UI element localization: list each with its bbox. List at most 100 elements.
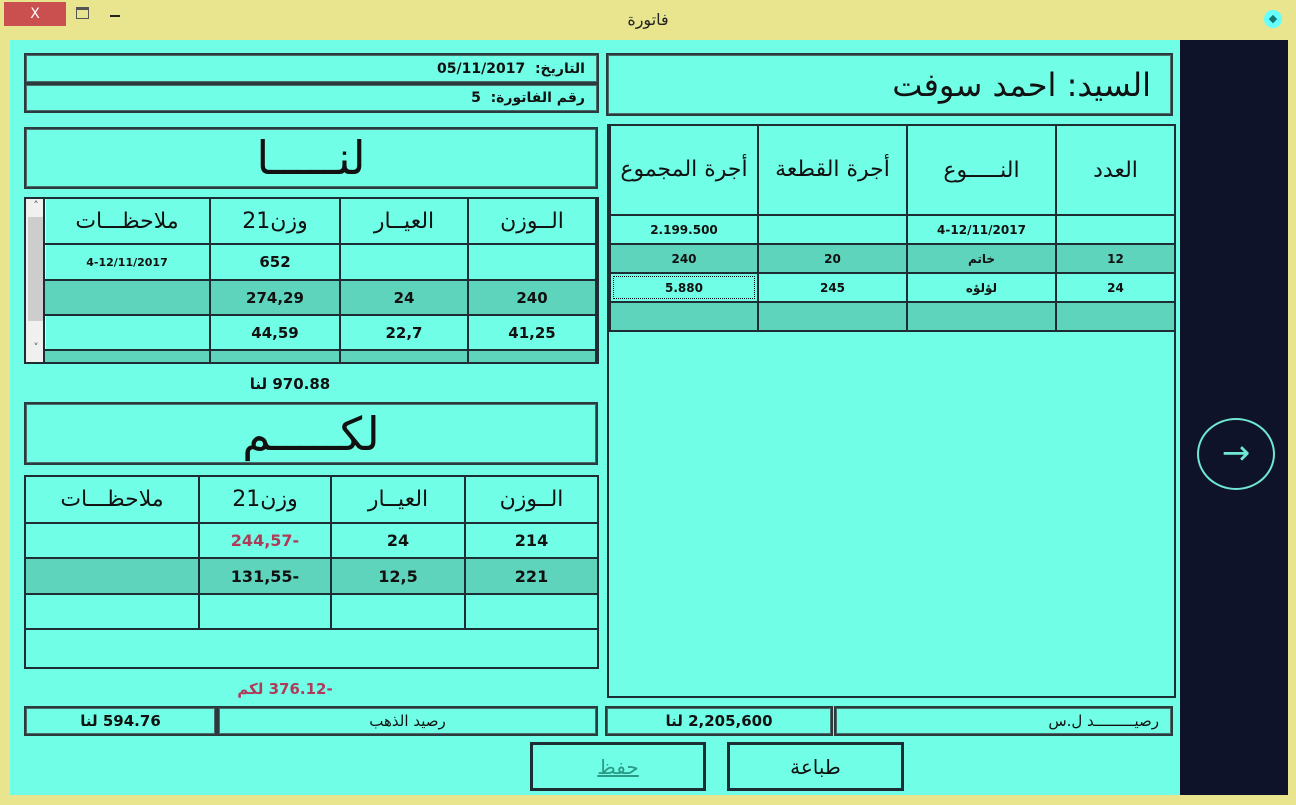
cell[interactable]: 240 — [467, 279, 597, 316]
cell[interactable] — [464, 593, 599, 630]
invoice-number-field: رقم الفاتورة: 5 — [24, 83, 599, 113]
cell[interactable] — [198, 593, 332, 630]
cell[interactable]: 24 — [330, 522, 466, 559]
minimize-button[interactable] — [110, 15, 120, 17]
save-button[interactable]: حفظ — [530, 742, 706, 791]
scroll-down-icon[interactable]: ˅ — [33, 341, 39, 354]
table-row[interactable] — [609, 301, 1176, 332]
arrow-right-icon: → — [1221, 433, 1251, 473]
cell[interactable] — [209, 349, 341, 362]
cell[interactable]: -244,57 — [198, 522, 332, 559]
cell[interactable] — [757, 301, 908, 332]
next-button[interactable]: → — [1197, 418, 1275, 490]
cell[interactable]: 41,25 — [467, 314, 597, 351]
yours-table: الــوزن العيــار وزن21 ملاحظـــات 214 24 -244… — [24, 475, 599, 630]
col-header: الــوزن — [464, 475, 599, 524]
cell[interactable] — [43, 314, 211, 351]
cell[interactable]: 20 — [757, 243, 908, 274]
cell[interactable] — [24, 593, 200, 630]
table-row[interactable] — [24, 593, 599, 630]
date-value: 05/11/2017 — [437, 60, 526, 77]
col-header: أجرة المجموع — [609, 124, 759, 216]
cell[interactable]: 221 — [464, 557, 599, 595]
cell[interactable] — [1055, 301, 1176, 332]
title-bar: X فاتورة ◆ — [0, 0, 1296, 38]
app-diamond-icon: ◆ — [1264, 10, 1282, 28]
print-button[interactable]: طباعة — [727, 742, 904, 791]
side-panel — [1180, 40, 1288, 795]
cell[interactable]: -131,55 — [198, 557, 332, 595]
cell[interactable]: خاتم — [906, 243, 1057, 274]
invoice-label: رقم الفاتورة: — [490, 90, 585, 106]
window-title: فاتورة — [627, 10, 669, 29]
table-row[interactable]: 652 4-12/11/2017 — [43, 243, 597, 281]
table-row[interactable]: 221 12,5 -131,55 — [24, 557, 599, 595]
cell[interactable] — [330, 593, 466, 630]
cell[interactable] — [43, 349, 211, 362]
ours-table-container: ˄ ˅ الــوزن العيــار وزن21 ملاحظـــات 652 4-… — [24, 197, 599, 364]
col-header: العيــار — [330, 475, 466, 524]
col-header: النـــــوع — [906, 124, 1057, 216]
cell[interactable]: 274,29 — [209, 279, 341, 316]
col-header: ملاحظـــات — [24, 475, 200, 524]
cell-focused[interactable]: 5.880 — [609, 272, 759, 303]
col-header: الــوزن — [467, 199, 597, 245]
ours-total: 970.88 لنا — [249, 375, 331, 393]
cell[interactable] — [43, 279, 211, 316]
cell[interactable] — [339, 243, 469, 281]
cell[interactable] — [757, 214, 908, 245]
close-button[interactable]: X — [4, 2, 66, 26]
cell[interactable]: 214 — [464, 522, 599, 559]
cell[interactable]: 4-12/11/2017 — [43, 243, 211, 281]
cell[interactable]: لؤلؤه — [906, 272, 1057, 303]
items-table: العدد النـــــوع أجرة القطعة أجرة المجموع 4… — [609, 124, 1176, 332]
cell[interactable]: 240 — [609, 243, 759, 274]
cell[interactable]: 2.199.500 — [609, 214, 759, 245]
cell[interactable]: 12 — [1055, 243, 1176, 274]
table-row[interactable] — [43, 349, 597, 362]
invoice-number: 5 — [471, 90, 481, 106]
cash-balance-label: رصيـــــــــد ل.س — [834, 706, 1173, 736]
cell[interactable] — [1055, 214, 1176, 245]
ours-title: لنـــــا — [24, 127, 598, 189]
table-row[interactable]: 4-12/11/2017 2.199.500 — [609, 214, 1176, 245]
cell[interactable] — [609, 301, 759, 332]
date-label: التاريخ: — [534, 60, 585, 77]
cell[interactable]: 652 — [209, 243, 341, 281]
scroll-up-icon[interactable]: ˄ — [33, 199, 39, 212]
gold-balance-label: رصيد الذهب — [217, 706, 598, 736]
ours-table: الــوزن العيــار وزن21 ملاحظـــات 652 4-12/1… — [43, 199, 597, 362]
cell[interactable]: 245 — [757, 272, 908, 303]
col-header: العيــار — [339, 199, 469, 245]
table-row[interactable]: 12 خاتم 20 240 — [609, 243, 1176, 274]
table-row[interactable]: 240 24 274,29 — [43, 279, 597, 316]
table-row[interactable]: 24 لؤلؤه 245 5.880 — [609, 272, 1176, 303]
items-table-container: العدد النـــــوع أجرة القطعة أجرة المجموع 4… — [607, 124, 1176, 698]
col-header: العدد — [1055, 124, 1176, 216]
cell[interactable] — [906, 301, 1057, 332]
customer-name: السيد: احمد سوفت — [606, 53, 1173, 116]
col-header: وزن21 — [209, 199, 341, 245]
col-header: ملاحظـــات — [43, 199, 211, 245]
cell[interactable]: 24 — [1055, 272, 1176, 303]
cell[interactable]: 4-12/11/2017 — [906, 214, 1057, 245]
cell[interactable]: 44,59 — [209, 314, 341, 351]
date-field: التاريخ: 05/11/2017 — [24, 53, 599, 84]
yours-title: لكـــــم — [24, 402, 598, 465]
cash-balance-value: 2,205,600 لنا — [605, 706, 833, 736]
cell[interactable]: 22,7 — [339, 314, 469, 351]
cell[interactable] — [467, 349, 597, 362]
col-header: وزن21 — [198, 475, 332, 524]
ours-scrollbar[interactable]: ˄ ˅ — [26, 199, 46, 362]
cell[interactable]: 24 — [339, 279, 469, 316]
cell[interactable] — [467, 243, 597, 281]
table-row[interactable]: 41,25 22,7 44,59 — [43, 314, 597, 351]
cell[interactable] — [24, 557, 200, 595]
gold-balance-value: 594.76 لنا — [24, 706, 217, 736]
maximize-button[interactable] — [76, 7, 89, 19]
table-row[interactable]: 214 24 -244,57 — [24, 522, 599, 559]
cell[interactable]: 12,5 — [330, 557, 466, 595]
scroll-thumb[interactable] — [28, 217, 44, 321]
cell[interactable] — [339, 349, 469, 362]
cell[interactable] — [24, 522, 200, 559]
